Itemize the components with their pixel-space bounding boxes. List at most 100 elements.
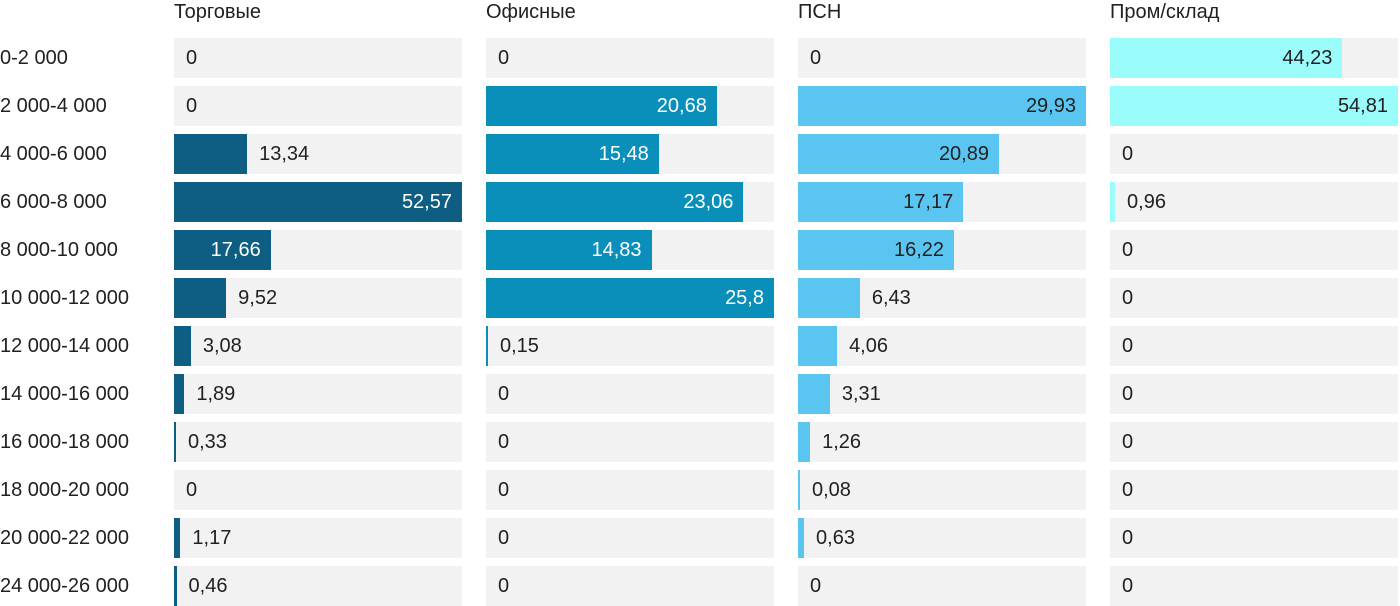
column-header-psn: ПСН (798, 1, 842, 23)
bar: 29,93 (798, 86, 1086, 126)
row-label: 6 000-8 000 (0, 191, 107, 213)
value-label: 0 (1122, 334, 1134, 357)
column-header-prom-sklad: Пром/склад (1110, 1, 1220, 23)
bar-cell: 17,66 (174, 230, 462, 270)
bar: 54,81 (1110, 86, 1398, 126)
bar-cell: 0 (1110, 470, 1398, 510)
bar-cell: 0 (486, 518, 774, 558)
bar: 14,83 (486, 230, 652, 270)
row-label: 8 000-10 000 (0, 239, 118, 261)
bar-cell: 0,63 (798, 518, 1086, 558)
value-label: 4,06 (849, 334, 888, 357)
bar: 15,48 (486, 134, 659, 174)
row-label: 0-2 000 (0, 47, 68, 69)
bar-cell: 4,06 (798, 326, 1086, 366)
bar-cell: 0 (486, 566, 774, 606)
value-label: 20,89 (938, 142, 989, 165)
bar-cell: 29,93 (798, 86, 1086, 126)
bar-cell: 0 (1110, 422, 1398, 462)
value-label: 1,26 (822, 430, 862, 453)
value-label: 0 (186, 478, 198, 501)
bar: 44,23 (1110, 38, 1343, 78)
bar-cell: 9,52 (174, 278, 462, 318)
row-label: 14 000-16 000 (0, 383, 130, 405)
bar-cell: 0 (1110, 134, 1398, 174)
bar-cell: 0 (174, 86, 462, 126)
bar-cell: 0 (486, 470, 774, 510)
bar: 17,17 (798, 182, 964, 222)
bar-cell: 20,89 (798, 134, 1086, 174)
bar-cell: 17,17 (798, 182, 1086, 222)
value-label: 9,52 (238, 286, 278, 309)
value-label: 52,57 (401, 190, 452, 213)
value-label: 0 (498, 46, 510, 69)
bar (798, 518, 805, 558)
bar-cell: 1,17 (174, 518, 462, 558)
bar: 23,06 (486, 182, 744, 222)
bar-cell: 0 (486, 374, 774, 414)
value-label: 29,93 (1025, 94, 1076, 117)
value-label: 0 (1122, 238, 1134, 261)
bar: 20,89 (798, 134, 999, 174)
bar-cell: 3,31 (798, 374, 1086, 414)
bar (798, 374, 830, 414)
bar-cell: 0,46 (174, 566, 462, 606)
bar-cell: 0 (1110, 518, 1398, 558)
bar-cell: 25,8 (486, 278, 774, 318)
bar: 20,68 (486, 86, 717, 126)
bar (174, 326, 191, 366)
bar (798, 470, 800, 510)
bar (174, 134, 248, 174)
bar-cell: 23,06 (486, 182, 774, 222)
bar-cell: 0,96 (1110, 182, 1398, 222)
row-label: 12 000-14 000 (0, 335, 130, 357)
value-label: 17,66 (210, 238, 261, 261)
row-label: 18 000-20 000 (0, 479, 130, 501)
value-label: 0 (498, 430, 510, 453)
column-header-ofisnye: Офисные (486, 1, 576, 23)
bar (798, 326, 838, 366)
bar-cell: 0,15 (486, 326, 774, 366)
value-label: 20,68 (656, 94, 707, 117)
bar-cell: 16,22 (798, 230, 1086, 270)
bar-cell: 6,43 (798, 278, 1086, 318)
bar-cell: 0 (1110, 278, 1398, 318)
bar-cell: 1,26 (798, 422, 1086, 462)
value-label: 0 (1122, 142, 1134, 165)
bar (174, 518, 181, 558)
value-label: 0 (1122, 574, 1134, 597)
bar-cell: 0,08 (798, 470, 1086, 510)
bar-cell: 15,48 (486, 134, 774, 174)
bar-cell: 3,08 (174, 326, 462, 366)
bar: 52,57 (174, 182, 462, 222)
value-label: 0 (498, 478, 510, 501)
bar: 25,8 (486, 278, 774, 318)
bar-cell: 13,34 (174, 134, 462, 174)
bar-cell: 0 (486, 38, 774, 78)
value-label: 0,46 (188, 574, 228, 597)
value-label: 0,08 (812, 478, 851, 501)
value-label: 0 (1122, 382, 1134, 405)
bar-cell: 54,81 (1110, 86, 1398, 126)
value-label: 0 (1122, 478, 1134, 501)
value-label: 0 (810, 46, 822, 69)
value-label: 44,23 (1282, 46, 1333, 69)
value-label: 0 (498, 526, 510, 549)
value-label: 54,81 (1337, 94, 1388, 117)
column-header-torgovye: Торговые (174, 1, 262, 23)
bar (486, 326, 488, 366)
value-label: 1,17 (192, 526, 232, 549)
value-label: 0,63 (816, 526, 855, 549)
value-label: 0 (1122, 430, 1134, 453)
value-label: 14,83 (591, 238, 642, 261)
row-label: 24 000-26 000 (0, 575, 130, 597)
row-label: 20 000-22 000 (0, 527, 130, 549)
bar-cell: 0 (1110, 326, 1398, 366)
bar (174, 566, 177, 606)
value-label: 3,08 (202, 334, 242, 357)
value-label: 16,22 (894, 238, 945, 261)
bar-cell: 0,33 (174, 422, 462, 462)
bar (174, 422, 176, 462)
value-label: 3,31 (841, 382, 881, 405)
value-label: 23,06 (683, 190, 734, 213)
